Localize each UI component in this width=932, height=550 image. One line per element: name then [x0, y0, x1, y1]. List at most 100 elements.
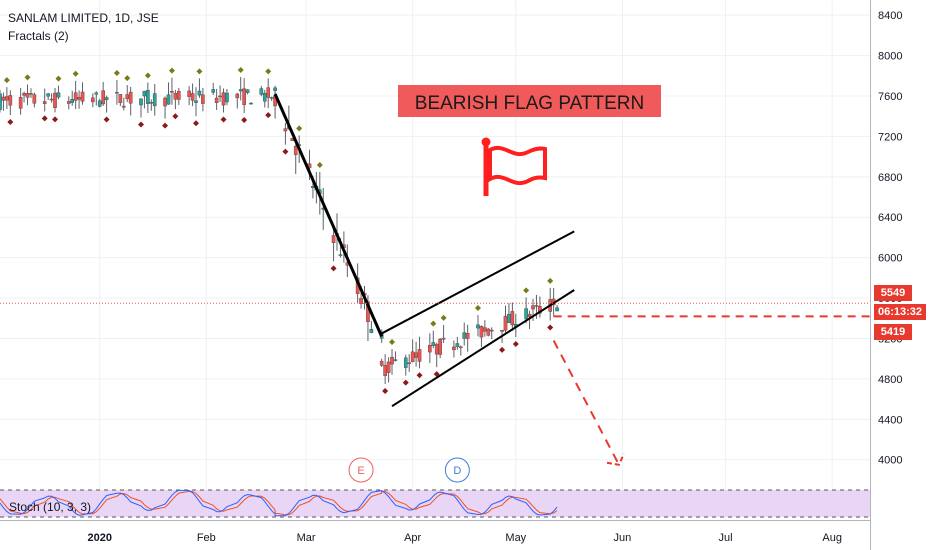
- fractal-down-marker: [241, 116, 248, 123]
- chart-header-title: SANLAM LIMITED, 1D, JSE: [8, 11, 159, 25]
- candle-body: [500, 329, 504, 332]
- y-tick-label: 7600: [878, 91, 902, 103]
- candle-body: [483, 327, 487, 332]
- candle-body: [403, 357, 408, 368]
- fractal-down-marker: [162, 122, 169, 129]
- fractal-down-marker: [402, 379, 409, 386]
- pattern-label-bg: [398, 85, 661, 117]
- fractal-down-marker: [416, 372, 423, 379]
- y-tick-label: 4800: [878, 374, 902, 386]
- candle-body: [489, 329, 494, 332]
- event-marker-letter: D: [453, 465, 461, 477]
- fractal-up-marker: [316, 161, 323, 168]
- fractal-down-marker: [137, 121, 144, 128]
- time-axis[interactable]: 2020 Feb Mar Apr May Jun Jul Aug: [0, 520, 870, 545]
- candle-body: [311, 186, 315, 189]
- fractal-down-marker: [172, 113, 179, 120]
- fractal-down-marker: [7, 119, 14, 126]
- fractal-up-marker: [237, 66, 244, 73]
- candle-body: [434, 344, 439, 355]
- fractal-up-marker: [55, 75, 62, 82]
- indicator-label[interactable]: Fractals (2): [8, 29, 69, 43]
- candle-body: [32, 94, 37, 104]
- candle-body: [146, 90, 150, 104]
- candle-body: [22, 93, 26, 96]
- candle-body: [452, 346, 456, 351]
- fractal-up-marker: [523, 287, 530, 294]
- candle-body: [118, 94, 123, 103]
- candle-body: [46, 93, 50, 97]
- candle-body: [49, 98, 54, 101]
- countdown-tag: 06:13:32: [874, 304, 926, 320]
- candle-body: [383, 365, 387, 377]
- fractal-down-marker: [499, 346, 506, 353]
- candle-body: [18, 97, 23, 109]
- y-tick-label: 8000: [878, 51, 902, 63]
- candle-body: [194, 100, 198, 103]
- candle-body: [197, 90, 202, 96]
- candle-body: [242, 88, 246, 105]
- stoch-k-line: [0, 489, 558, 517]
- x-tick-label: Mar: [297, 532, 316, 544]
- candle-body: [201, 94, 205, 104]
- fractal-up-marker: [24, 74, 31, 81]
- candle-body: [359, 298, 363, 305]
- stoch-d-line: [0, 490, 558, 516]
- trend-lines: [0, 93, 870, 466]
- candle-body: [428, 345, 432, 353]
- y-tick-label: 4400: [878, 414, 902, 426]
- projection-arrow: [552, 340, 620, 466]
- candle-body: [177, 90, 181, 100]
- current-price-tag: 5549: [874, 285, 912, 301]
- fractal-down-marker: [330, 265, 337, 272]
- x-tick-label: Apr: [404, 532, 421, 544]
- candle-body: [42, 101, 47, 104]
- candle-body: [80, 91, 85, 102]
- y-tick-label: 6800: [878, 172, 902, 184]
- candle-body: [166, 94, 171, 105]
- candle-body: [531, 305, 535, 310]
- candle-body: [214, 97, 219, 103]
- price-axis[interactable]: 4000440048005200560060006400680072007600…: [870, 0, 903, 550]
- candle-body: [101, 90, 105, 105]
- candle-body: [56, 92, 61, 98]
- chart-grid: [0, 0, 870, 520]
- fractal-down-marker: [265, 112, 272, 119]
- fractal-down-marker: [382, 387, 389, 394]
- candle-body: [187, 90, 191, 97]
- candle-body: [225, 92, 229, 103]
- fractal-up-marker: [389, 339, 396, 346]
- candle-body: [115, 91, 119, 94]
- candle-body: [390, 356, 394, 365]
- fractal-down-marker: [52, 116, 59, 123]
- fractal-up-marker: [144, 72, 151, 79]
- candle-body: [379, 360, 384, 366]
- trend-line: [391, 289, 575, 408]
- candle-body: [73, 92, 78, 101]
- fractal-up-marker: [3, 77, 10, 84]
- candle-body: [139, 98, 143, 106]
- candle-body: [293, 145, 298, 155]
- candle-body: [25, 93, 30, 98]
- fractal-up-marker: [296, 125, 303, 132]
- event-marker-circle: [348, 457, 374, 483]
- candle-body: [455, 343, 460, 347]
- candle-body: [249, 102, 253, 105]
- x-tick-label: 2020: [87, 532, 111, 544]
- candle-body: [527, 313, 532, 318]
- candle-body: [410, 351, 415, 362]
- candle-body: [125, 94, 130, 100]
- x-tick-label: Aug: [822, 532, 842, 544]
- candle-body: [91, 97, 95, 103]
- stoch-panel: [0, 489, 870, 518]
- fractal-down-marker: [41, 115, 48, 122]
- candle-body: [211, 89, 216, 93]
- trend-line: [381, 230, 575, 335]
- candle-body: [510, 311, 515, 326]
- x-tick-label: Jul: [719, 532, 733, 544]
- stoch-label[interactable]: Stoch (10, 3, 3): [9, 500, 92, 514]
- candle-body: [417, 349, 422, 362]
- red-flag-icon: [481, 137, 547, 196]
